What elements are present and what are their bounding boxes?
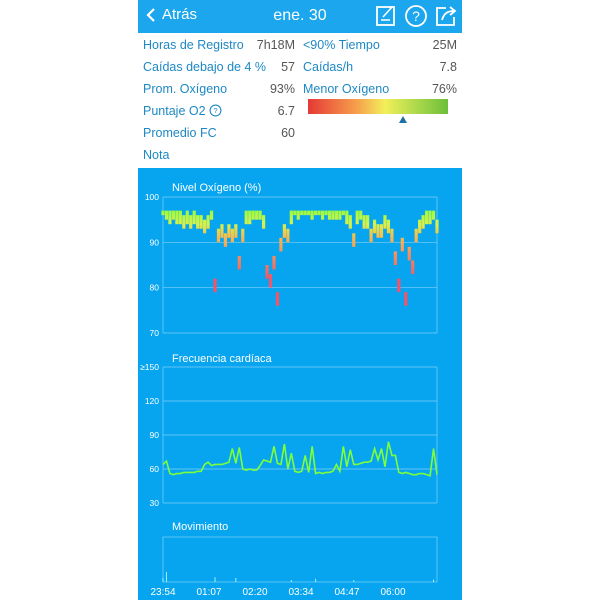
x-tick: 01:07 <box>196 587 221 598</box>
stat-label: Caídas debajo de 4 % <box>143 60 267 74</box>
stat-recording-hours: Horas de Registro 7h18M <box>143 38 295 52</box>
movement-chart-title: Movimiento <box>172 521 228 533</box>
stat-value: 60 <box>281 126 295 140</box>
stat-drops: Caídas debajo de 4 % 57 <box>143 60 295 74</box>
phone-screen: Atrás ene. 30 ? Horas de Registro 7h18M C… <box>138 0 462 600</box>
stat-value: 25M <box>432 38 457 52</box>
stat-label-wrap: Puntaje O2 ? <box>143 104 222 118</box>
stat-value: 7h18M <box>256 38 295 52</box>
hr-chart-title: Frecuencia cardíaca <box>172 353 273 365</box>
page-title: ene. 30 <box>273 7 327 24</box>
x-tick: 06:00 <box>380 587 405 598</box>
stat-lowest-oxygen: Menor Oxígeno 76% <box>303 82 457 96</box>
stat-label: Horas de Registro <box>143 38 244 52</box>
back-button[interactable]: Atrás <box>146 6 197 23</box>
stat-value: 57 <box>281 60 295 74</box>
stat-label: Caídas/h <box>303 60 354 74</box>
stat-value: 93% <box>269 82 295 96</box>
note-label: Nota <box>143 148 170 162</box>
stat-value: 76% <box>431 82 457 96</box>
o2-chart-title: Nivel Oxígeno (%) <box>172 182 261 194</box>
hr-y-tick: ≥150 <box>140 362 159 372</box>
hr-y-tick: 90 <box>150 430 160 440</box>
x-tick: 02:20 <box>242 587 267 598</box>
stat-under-90-time: <90% Tiempo 25M <box>303 38 457 52</box>
stat-value: 6.7 <box>277 104 295 118</box>
o2-y-tick: 90 <box>150 237 160 247</box>
score-marker <box>399 116 408 123</box>
o2-y-tick: 70 <box>150 328 160 338</box>
stat-label: Prom. Oxígeno <box>143 82 228 96</box>
share-icon[interactable] <box>434 4 458 28</box>
charts-area: Nivel Oxígeno (%) Frecuencia cardíaca Mo… <box>138 168 462 600</box>
x-tick: 04:47 <box>334 587 359 598</box>
svg-text:?: ? <box>412 8 420 24</box>
stats-panel: Horas de Registro 7h18M Caídas debajo de … <box>138 33 462 170</box>
help-icon[interactable]: ? <box>404 4 428 28</box>
svg-text:?: ? <box>213 106 217 115</box>
app-header: Atrás ene. 30 ? <box>138 0 462 33</box>
x-tick: 23:54 <box>150 587 175 598</box>
stat-label: Promedio FC <box>143 126 217 140</box>
stat-label: Menor Oxígeno <box>303 82 390 96</box>
stat-avg-hr: Promedio FC 60 <box>143 126 295 140</box>
back-label: Atrás <box>162 6 198 23</box>
stat-label: <90% Tiempo <box>303 38 380 52</box>
chevron-left-icon <box>146 7 155 22</box>
stat-avg-oxygen: Prom. Oxígeno 93% <box>143 82 295 96</box>
o2-y-tick: 100 <box>145 192 159 202</box>
edit-note-icon[interactable] <box>374 4 398 28</box>
stat-value: 7.8 <box>439 60 457 74</box>
stat-o2-score: Puntaje O2 ? 6.7 <box>143 104 295 118</box>
note-link[interactable]: Nota <box>143 148 295 162</box>
x-tick: 03:34 <box>288 587 313 598</box>
hr-y-tick: 30 <box>150 498 160 508</box>
charts-svg: Nivel Oxígeno (%) Frecuencia cardíaca Mo… <box>140 182 439 598</box>
o2-y-tick: 80 <box>150 283 160 293</box>
hr-line <box>162 441 438 477</box>
help-icon[interactable]: ? <box>209 104 222 117</box>
stat-label: Puntaje O2 <box>143 104 206 118</box>
movement-frame <box>162 536 438 583</box>
score-gauge <box>308 99 448 114</box>
hr-y-tick: 120 <box>145 396 159 406</box>
stat-drops-per-hour: Caídas/h 7.8 <box>303 60 457 74</box>
hr-y-tick: 60 <box>150 464 160 474</box>
